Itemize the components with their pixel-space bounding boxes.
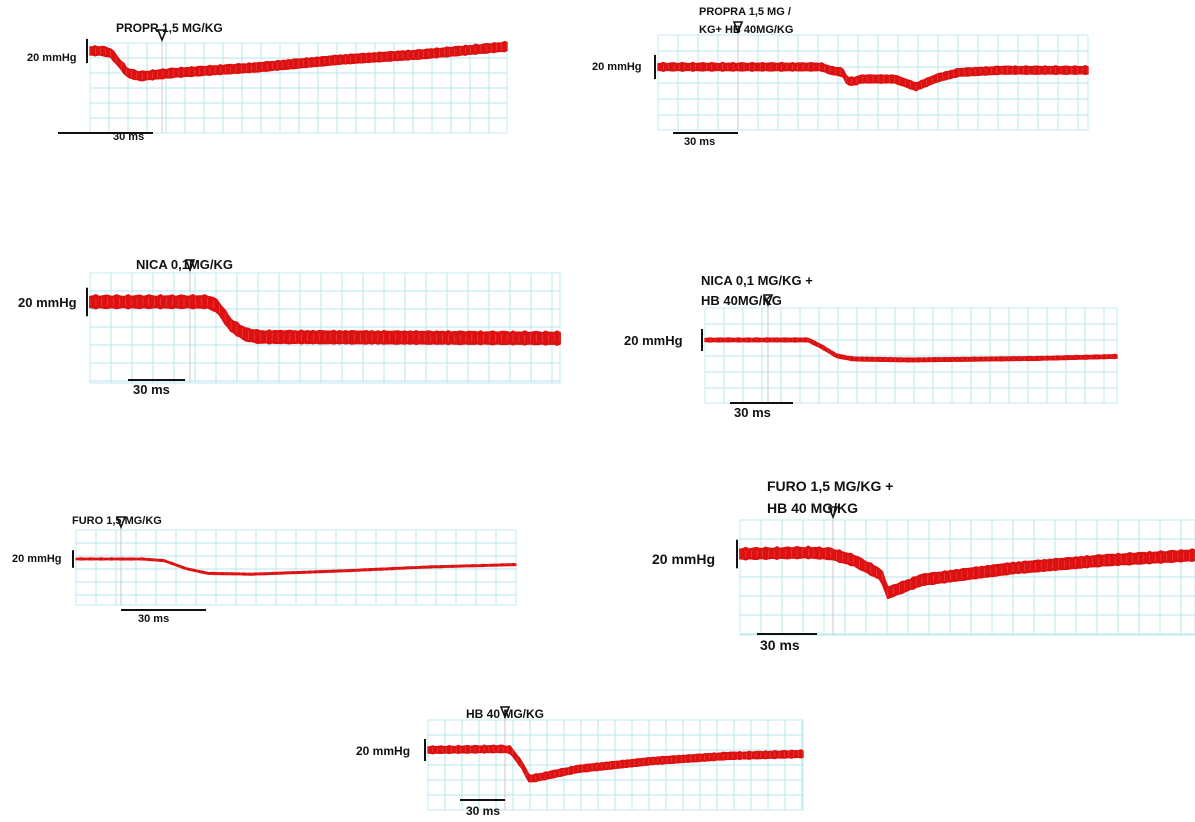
chart-title-propra-hb-line1: PROPRA 1,5 MG /: [699, 6, 791, 18]
scale-label-furo: 20 mmHg: [12, 553, 62, 565]
trace-texture-furo-hb: [739, 549, 1195, 597]
trace-texture-furo: [75, 558, 517, 575]
scale-label-propr: 20 mmHg: [27, 52, 77, 64]
scale-label-propra-hb: 20 mmHg: [592, 61, 642, 73]
chart-title-propra-hb-line2: KG+ HB 40MG/KG: [699, 24, 794, 36]
chart-title-nica-line1: NICA 0,1MG/KG: [136, 257, 234, 272]
injection-marker-icon-furo-hb: [827, 506, 839, 520]
injection-marker-icon-nica-hb: [762, 294, 774, 308]
trace-texture-nica-hb: [704, 338, 1118, 362]
chart-title-furo-hb-line1: FURO 1,5 MG/KG +: [767, 478, 894, 494]
pressure-trace-nica: [89, 294, 561, 346]
injection-marker-icon-furo: [115, 516, 127, 530]
time-label-nica: 30 ms: [133, 382, 170, 397]
chart-title-nica-hb-line2: HB 40MG/KG: [701, 293, 782, 308]
trace-texture-hb: [427, 746, 804, 782]
scale-label-furo-hb: 20 mmHg: [652, 551, 716, 567]
trace-texture-nica: [89, 297, 561, 343]
trace-texture-propr: [89, 43, 508, 80]
pressure-trace-hb: [427, 744, 804, 783]
time-label-propr: 30 ms: [113, 131, 145, 143]
pressure-trace-propra-hb: [657, 61, 1089, 92]
chart-title-hb-line1: HB 40 MG/KG: [466, 707, 545, 721]
scale-label-nica: 20 mmHg: [18, 295, 77, 310]
injection-marker-icon-propra-hb: [732, 21, 744, 35]
time-label-furo-hb: 30 ms: [760, 637, 800, 653]
pressure-trace-nica-hb: [704, 337, 1118, 363]
chart-title-nica-hb-line1: NICA 0,1 MG/KG +: [701, 273, 813, 288]
scale-label-nica-hb: 20 mmHg: [624, 333, 683, 348]
pressure-trace-propr: [89, 40, 508, 82]
time-label-nica-hb: 30 ms: [734, 405, 771, 420]
time-label-furo: 30 ms: [138, 613, 170, 625]
trace-texture-propra-hb: [657, 64, 1089, 90]
scale-label-hb: 20 mmHg: [356, 744, 411, 758]
time-label-propra-hb: 30 ms: [684, 136, 716, 148]
chart-title-propr-line1: PROPR 1,5 MG/KG: [116, 21, 223, 35]
injection-marker-icon-propr: [156, 29, 168, 43]
pressure-trace-furo-hb: [739, 545, 1195, 600]
time-label-hb: 30 ms: [466, 804, 501, 818]
pressure-trace-furo: [75, 557, 517, 576]
chart-title-furo-hb-line2: HB 40 MG/KG: [767, 500, 859, 516]
injection-marker-icon-hb: [499, 706, 511, 720]
chart-title-furo-line1: FURO 1,5 MG/KG: [72, 515, 162, 527]
injection-marker-icon-nica: [184, 259, 196, 273]
